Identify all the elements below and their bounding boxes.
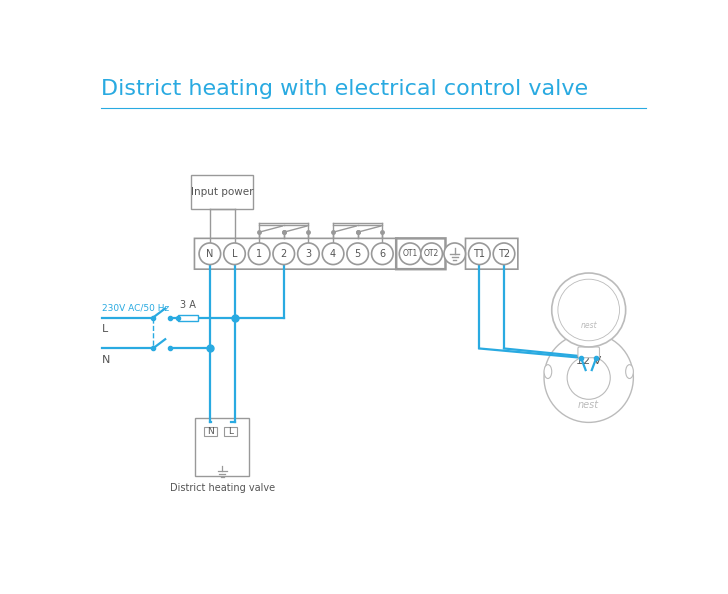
- Circle shape: [494, 243, 515, 264]
- FancyBboxPatch shape: [194, 238, 397, 269]
- FancyBboxPatch shape: [465, 238, 518, 269]
- Text: 4: 4: [330, 249, 336, 259]
- Circle shape: [223, 243, 245, 264]
- Text: N: N: [206, 249, 213, 259]
- Text: L: L: [232, 249, 237, 259]
- Text: 12 V: 12 V: [576, 356, 601, 366]
- Circle shape: [273, 243, 295, 264]
- Ellipse shape: [625, 365, 633, 378]
- Text: 230V AC/50 Hz: 230V AC/50 Hz: [102, 304, 170, 313]
- Circle shape: [558, 279, 620, 341]
- Circle shape: [323, 243, 344, 264]
- Text: nest: nest: [578, 400, 599, 410]
- Text: 6: 6: [379, 249, 385, 259]
- Text: T2: T2: [498, 249, 510, 259]
- FancyBboxPatch shape: [178, 315, 198, 321]
- Text: L: L: [102, 324, 108, 334]
- Text: 1: 1: [256, 249, 262, 259]
- Circle shape: [552, 273, 625, 347]
- Text: 3 A: 3 A: [181, 300, 197, 310]
- FancyBboxPatch shape: [195, 418, 249, 476]
- Text: 5: 5: [355, 249, 361, 259]
- Text: District heating with electrical control valve: District heating with electrical control…: [100, 79, 587, 99]
- Ellipse shape: [544, 365, 552, 378]
- Circle shape: [399, 243, 421, 264]
- Text: OT2: OT2: [424, 249, 439, 258]
- FancyBboxPatch shape: [396, 238, 446, 269]
- FancyBboxPatch shape: [224, 427, 237, 436]
- Circle shape: [444, 243, 465, 264]
- FancyBboxPatch shape: [191, 175, 253, 209]
- FancyBboxPatch shape: [205, 427, 217, 436]
- Circle shape: [544, 333, 633, 422]
- Circle shape: [248, 243, 270, 264]
- Circle shape: [567, 356, 610, 399]
- Text: 2: 2: [281, 249, 287, 259]
- Circle shape: [298, 243, 319, 264]
- Circle shape: [371, 243, 393, 264]
- Text: T1: T1: [473, 249, 486, 259]
- Circle shape: [421, 243, 443, 264]
- Text: 3: 3: [305, 249, 312, 259]
- FancyBboxPatch shape: [578, 347, 599, 358]
- Circle shape: [469, 243, 490, 264]
- Text: nest: nest: [580, 321, 597, 330]
- Text: N: N: [102, 355, 111, 365]
- Text: OT1: OT1: [403, 249, 418, 258]
- Circle shape: [347, 243, 368, 264]
- Text: L: L: [228, 427, 233, 436]
- Circle shape: [199, 243, 221, 264]
- Text: District heating valve: District heating valve: [170, 484, 274, 493]
- Text: N: N: [207, 427, 214, 436]
- Text: Input power: Input power: [191, 187, 253, 197]
